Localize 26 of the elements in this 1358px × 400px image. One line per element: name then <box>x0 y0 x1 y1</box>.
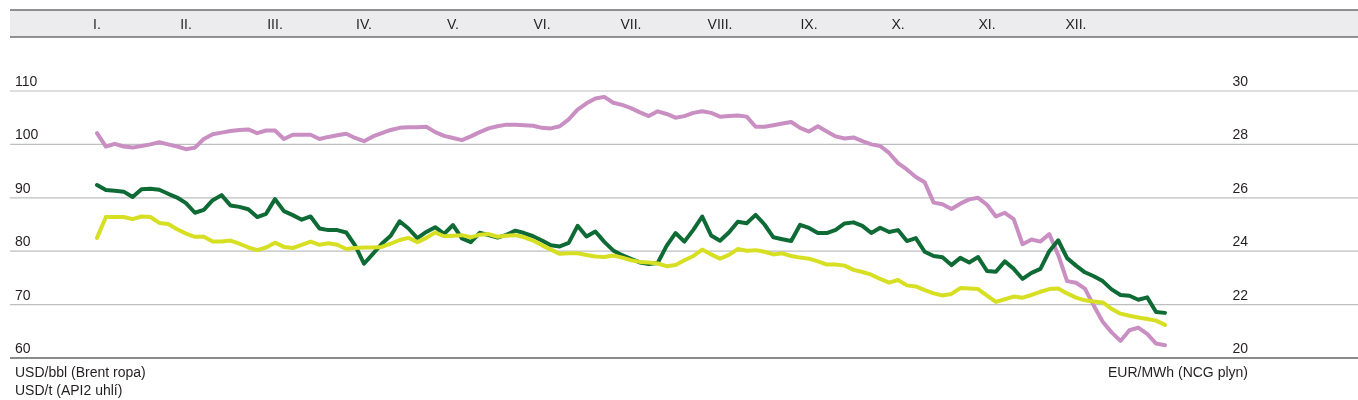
x-tick-label: I. <box>93 16 101 32</box>
y-tick-label: 100 <box>15 126 39 143</box>
x-tick-label: VIII. <box>707 16 733 32</box>
y2-tick-label: 22 <box>1232 286 1249 303</box>
x-tick-label: V. <box>447 16 459 32</box>
x-tick-label: XI. <box>978 16 996 32</box>
y2-tick-label: 26 <box>1232 179 1249 196</box>
y2-tick-label: 24 <box>1232 233 1249 250</box>
x-tick-label: XII. <box>1065 16 1087 32</box>
x-tick-label: IX. <box>800 16 818 32</box>
x-tick-label: III. <box>267 16 283 32</box>
y2-tick-label: 28 <box>1232 126 1249 143</box>
y2-axis-title: EUR/MWh (NCG plyn) <box>1107 364 1248 380</box>
y-tick-label: 110 <box>15 73 38 89</box>
x-tick-label: VII. <box>620 16 642 32</box>
x-tick-label: II. <box>180 16 192 32</box>
x-tick-label: X. <box>891 16 905 32</box>
y-tick-label: 70 <box>15 286 31 303</box>
x-tick-label: VI. <box>533 16 551 32</box>
y-tick-label: 90 <box>15 179 31 196</box>
y2-tick-label: 30 <box>1232 73 1249 89</box>
y-tick-label: 60 <box>15 340 31 356</box>
y2-tick-label: 20 <box>1232 340 1249 356</box>
y-tick-label: 80 <box>15 233 31 250</box>
x-tick-label: IV. <box>356 16 372 32</box>
y-axis-title: USD/bbl (Brent ropa) USD/t (API2 uhlí) <box>15 364 146 398</box>
